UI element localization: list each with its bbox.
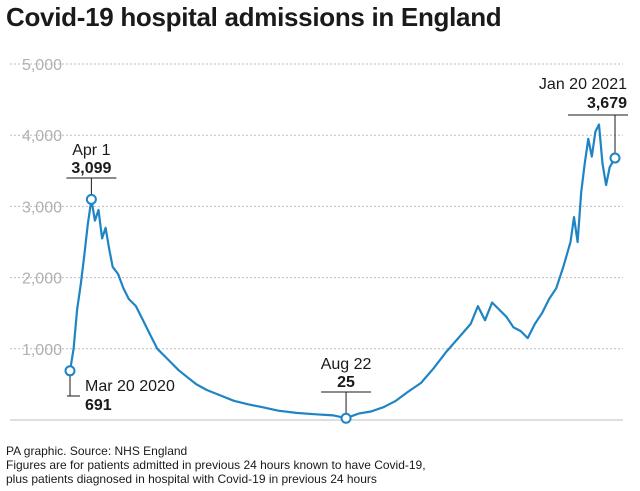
y-tick-label: 3,000 bbox=[22, 199, 62, 216]
annotation-date-label: Mar 20 2020 bbox=[85, 378, 175, 395]
series-line bbox=[68, 123, 617, 420]
chart-title: Covid-19 hospital admissions in England bbox=[6, 2, 502, 32]
annotation-value-label: 691 bbox=[85, 397, 112, 414]
gridlines bbox=[10, 63, 623, 421]
y-tick-labels: 1,000 2,000 3,000 4,000 5,000 bbox=[22, 57, 62, 359]
data-point-marker bbox=[609, 152, 621, 164]
chart-footer: PA graphic. Source: NHS England Figures … bbox=[6, 444, 426, 486]
annotation-value-label: 25 bbox=[337, 374, 355, 391]
source-text: PA graphic. Source: NHS England bbox=[6, 444, 188, 458]
y-tick-label: 1,000 bbox=[22, 342, 62, 359]
annotation-date-label: Jan 20 2021 bbox=[539, 76, 627, 93]
data-point-marker bbox=[64, 365, 76, 377]
y-tick-label: 4,000 bbox=[22, 128, 62, 145]
y-tick-label: 2,000 bbox=[22, 271, 62, 288]
series-group bbox=[68, 123, 617, 420]
footnote-line-2: plus patients diagnosed in hospital with… bbox=[6, 472, 377, 486]
annotation-value-label: 3,679 bbox=[587, 95, 627, 112]
annotation-date-label: Apr 1 bbox=[72, 142, 110, 159]
y-tick-label: 5,000 bbox=[22, 57, 62, 74]
data-point-marker bbox=[340, 412, 352, 424]
footnote-line-1: Figures are for patients admitted in pre… bbox=[6, 458, 426, 472]
data-point-marker bbox=[85, 193, 97, 205]
annotation-date-label: Aug 22 bbox=[321, 356, 372, 373]
annotation-value-label: 3,099 bbox=[71, 160, 111, 177]
